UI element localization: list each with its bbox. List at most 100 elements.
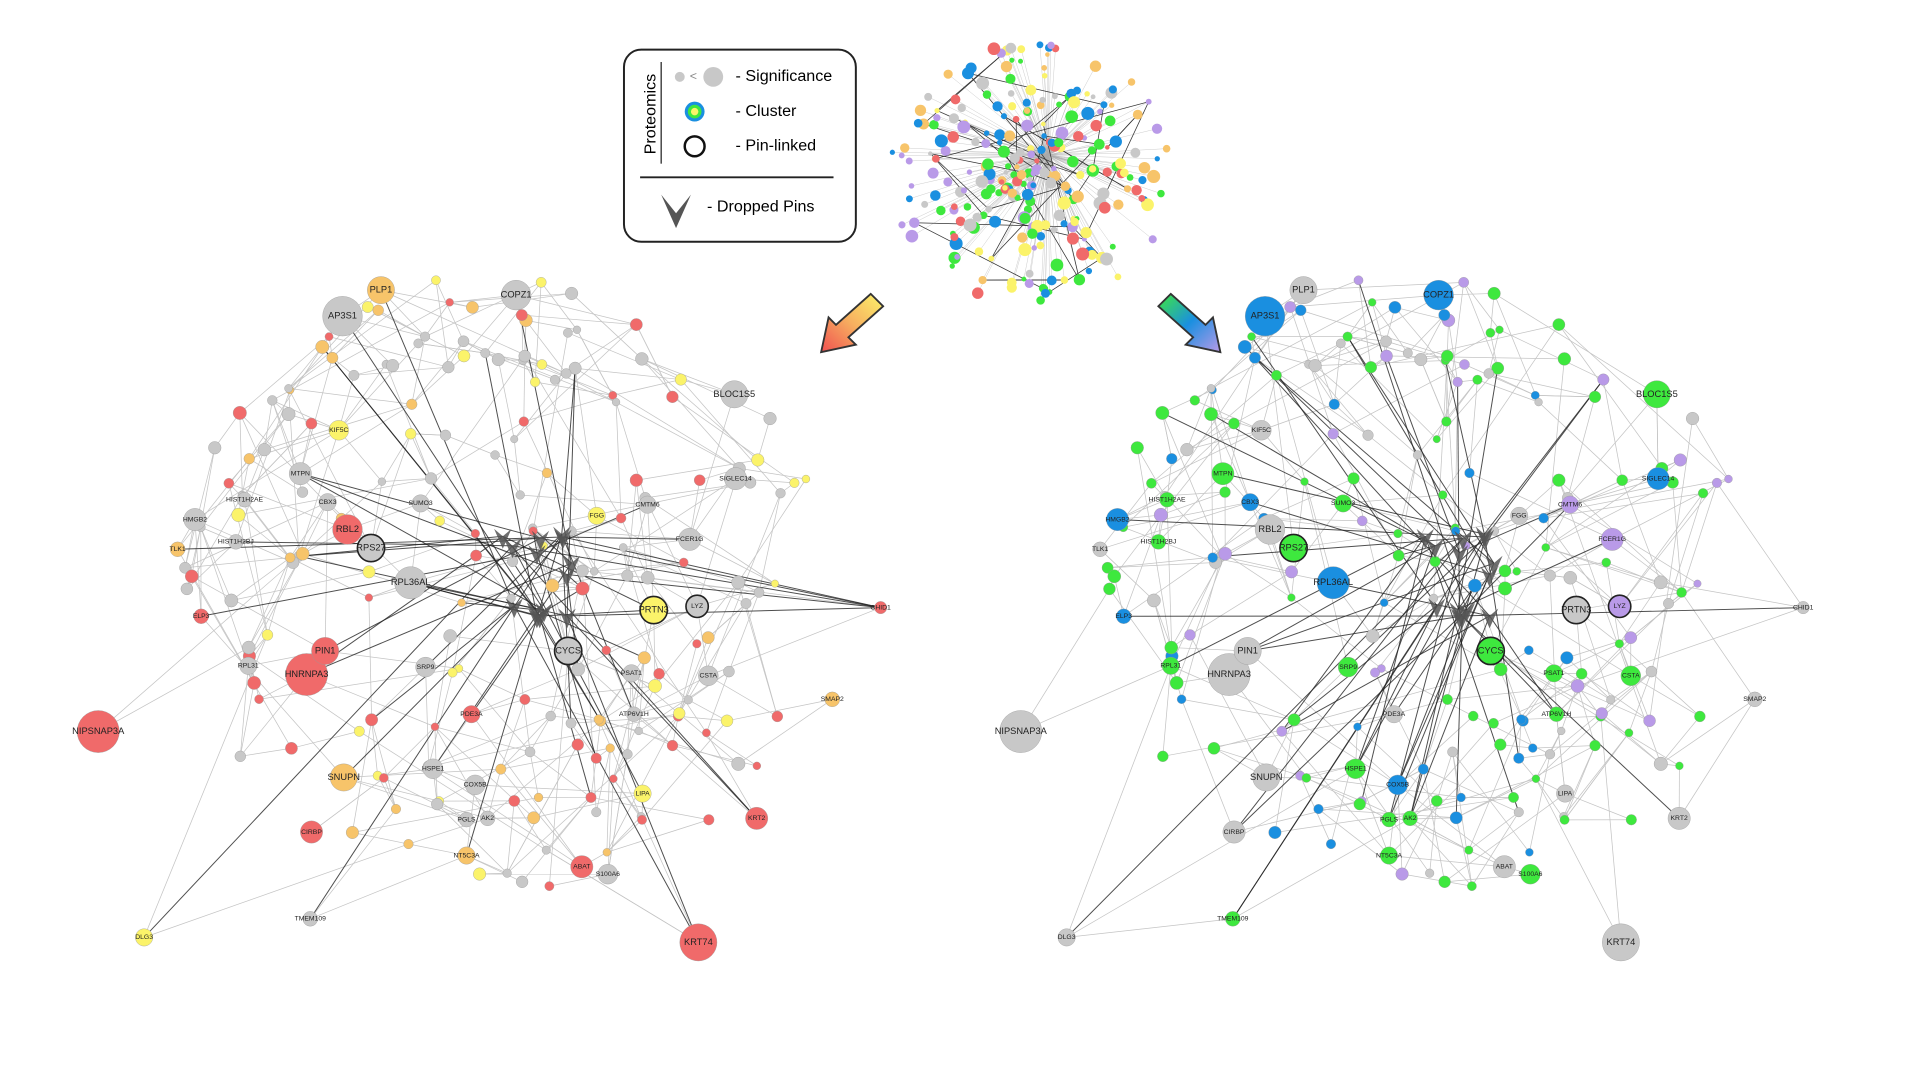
pin-edge bbox=[1398, 610, 1467, 785]
node-label: PIN1 bbox=[315, 645, 336, 655]
node bbox=[530, 377, 540, 387]
node bbox=[1100, 253, 1113, 266]
node bbox=[1545, 749, 1555, 759]
node bbox=[1675, 762, 1683, 770]
node bbox=[297, 487, 308, 498]
node bbox=[492, 353, 505, 366]
node bbox=[1074, 274, 1085, 285]
pin-edge bbox=[1458, 539, 1612, 609]
node bbox=[1393, 550, 1404, 561]
node bbox=[1027, 228, 1037, 238]
node bbox=[1516, 715, 1526, 725]
edge bbox=[1294, 534, 1398, 549]
node bbox=[1571, 679, 1584, 692]
edge bbox=[924, 51, 1007, 124]
edge bbox=[530, 752, 591, 798]
edge bbox=[594, 479, 735, 572]
node bbox=[986, 184, 995, 193]
node bbox=[519, 417, 529, 427]
node bbox=[900, 143, 909, 152]
node-label: ABAT bbox=[1496, 864, 1513, 871]
node bbox=[1698, 488, 1708, 498]
node bbox=[496, 764, 506, 774]
node bbox=[641, 571, 654, 584]
node-label: MTPN bbox=[1213, 470, 1232, 477]
node bbox=[751, 454, 764, 467]
node bbox=[373, 305, 384, 316]
node bbox=[630, 318, 642, 330]
node bbox=[285, 384, 293, 392]
node bbox=[325, 333, 333, 341]
edge bbox=[514, 373, 566, 439]
node bbox=[1061, 276, 1069, 284]
node bbox=[947, 131, 959, 143]
edge bbox=[1536, 779, 1621, 943]
node bbox=[741, 598, 751, 608]
node bbox=[1553, 318, 1565, 330]
edge bbox=[1661, 716, 1700, 763]
edge bbox=[386, 364, 431, 478]
node bbox=[915, 105, 926, 116]
node bbox=[546, 711, 556, 721]
node bbox=[1525, 848, 1533, 856]
node bbox=[1046, 178, 1057, 189]
node-label: HIST1H2BJ bbox=[1140, 539, 1176, 546]
node bbox=[930, 190, 941, 201]
node-label: HIST1H2BJ bbox=[218, 539, 254, 546]
node bbox=[944, 70, 953, 79]
node bbox=[442, 361, 454, 373]
node bbox=[1357, 516, 1367, 526]
node-label: ATP6V1H bbox=[619, 711, 649, 718]
edge bbox=[1578, 608, 1804, 686]
node bbox=[248, 676, 261, 689]
node-label: ELP3 bbox=[193, 613, 210, 620]
node bbox=[1508, 792, 1518, 802]
edge bbox=[546, 850, 698, 942]
node bbox=[471, 529, 480, 538]
node bbox=[225, 594, 238, 607]
edge bbox=[372, 720, 378, 776]
pin-edge bbox=[144, 546, 512, 938]
node bbox=[635, 352, 648, 365]
node-label: HMGB2 bbox=[183, 516, 207, 523]
node bbox=[365, 594, 373, 602]
node bbox=[950, 263, 955, 268]
node bbox=[1208, 742, 1220, 754]
node bbox=[1457, 793, 1466, 802]
node bbox=[1177, 695, 1186, 704]
node bbox=[346, 826, 359, 839]
legend-icon bbox=[703, 67, 723, 87]
node bbox=[354, 726, 364, 736]
node bbox=[545, 882, 554, 891]
node bbox=[1045, 52, 1050, 57]
node-label: NIPSNAP3A bbox=[995, 726, 1048, 736]
node-label: RPS27 bbox=[1279, 543, 1308, 553]
node bbox=[1149, 235, 1157, 243]
edge bbox=[616, 402, 621, 518]
node bbox=[603, 848, 611, 856]
node bbox=[1131, 441, 1144, 454]
edge bbox=[613, 686, 655, 779]
legend-group-label: Proteomics bbox=[642, 74, 660, 155]
edge bbox=[596, 721, 600, 758]
node-label: HIST1H2AE bbox=[226, 496, 263, 503]
node-label: COPZ1 bbox=[1423, 290, 1454, 300]
edge bbox=[412, 341, 464, 404]
node-label: FCER1G bbox=[676, 536, 704, 543]
edge bbox=[98, 648, 249, 732]
node bbox=[1056, 102, 1062, 108]
node bbox=[363, 566, 375, 578]
node bbox=[1646, 666, 1657, 677]
node bbox=[1105, 145, 1110, 150]
node bbox=[1532, 775, 1540, 783]
node bbox=[1024, 108, 1030, 114]
node bbox=[1103, 167, 1112, 176]
edge bbox=[429, 766, 582, 866]
node-label: PGLS bbox=[457, 816, 476, 823]
node bbox=[721, 715, 733, 727]
node bbox=[1560, 815, 1569, 824]
node-label: KRT2 bbox=[748, 815, 765, 822]
node bbox=[1110, 244, 1116, 250]
node bbox=[435, 516, 445, 526]
edge bbox=[659, 674, 688, 700]
